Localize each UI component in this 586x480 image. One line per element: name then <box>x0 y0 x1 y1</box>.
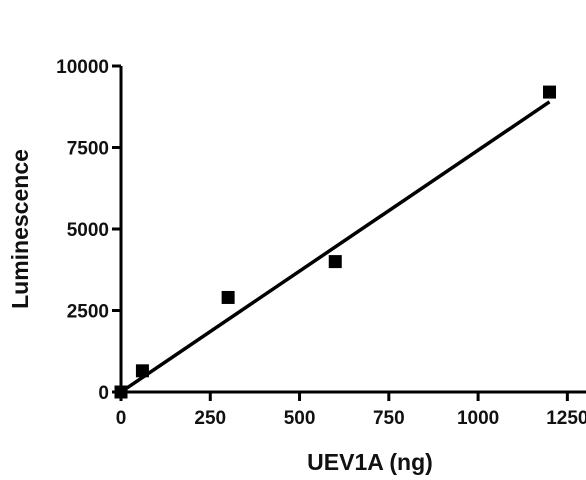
x-tick-label: 750 <box>373 408 405 429</box>
y-tick-label: 7500 <box>67 139 109 160</box>
x-axis-label: UEV1A (ng) <box>307 449 433 475</box>
data-point <box>114 385 128 399</box>
data-point <box>221 290 235 304</box>
y-tick-label: 10000 <box>56 57 109 78</box>
x-tick-label: 1000 <box>457 408 499 429</box>
data-point <box>328 255 342 269</box>
y-tick-label: 5000 <box>67 220 109 241</box>
x-tick-label: 0 <box>116 408 127 429</box>
y-axis-label: Luminescence <box>7 149 33 309</box>
fit-line <box>120 100 551 394</box>
x-tick-label: 1250 <box>546 408 586 429</box>
data-point <box>543 85 557 99</box>
plot-area: 0 2500 5000 7500 10000 0 250 500 750 1000 1250 <box>56 57 586 429</box>
y-tick-label: 0 <box>98 383 109 404</box>
y-tick-label: 2500 <box>67 302 109 323</box>
data-point <box>135 364 149 378</box>
x-tick-label: 500 <box>284 408 316 429</box>
x-tick-label: 250 <box>194 408 226 429</box>
